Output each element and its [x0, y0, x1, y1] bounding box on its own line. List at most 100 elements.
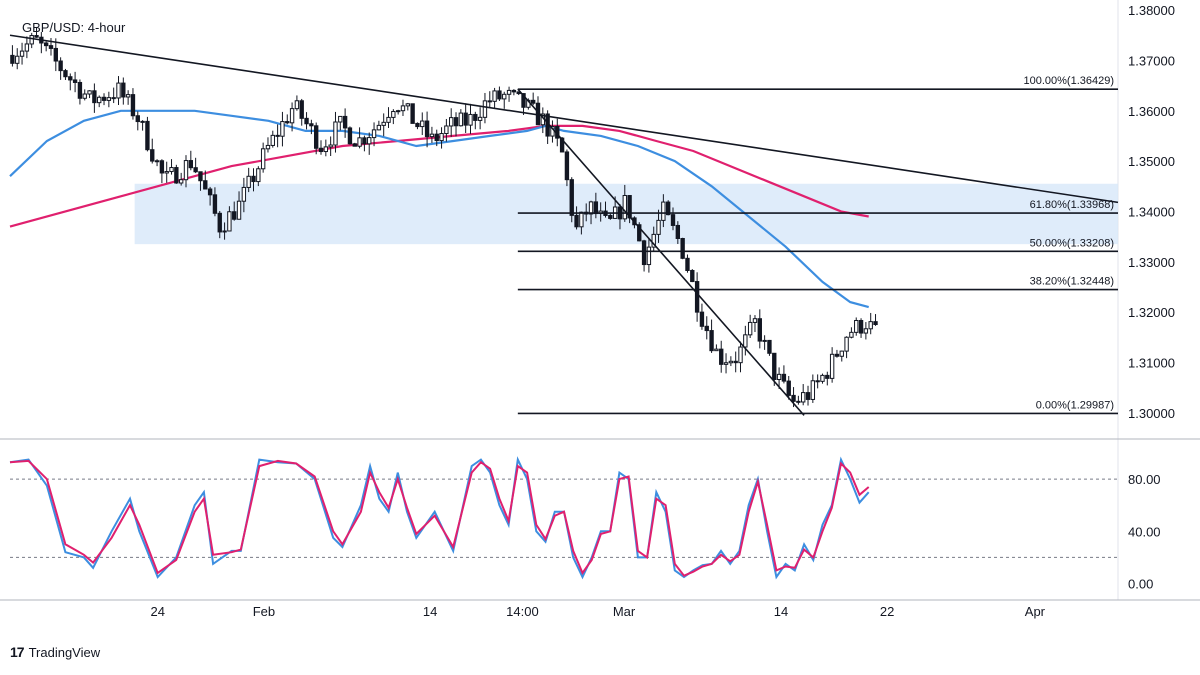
candle-body — [121, 82, 126, 98]
moving-average-fast — [9, 109, 869, 309]
candle-body — [738, 346, 743, 364]
time-axis-tick: 22 — [880, 604, 894, 619]
candle-body — [690, 269, 695, 283]
candle-body — [834, 353, 840, 357]
candle-body — [815, 380, 820, 383]
candle-body — [58, 60, 63, 72]
tradingview-logo-text: TradingView — [28, 644, 101, 660]
candle-body — [473, 113, 478, 121]
price-axis-tick: 1.34000 — [1128, 204, 1175, 219]
candle-body — [752, 318, 758, 323]
candle-body — [714, 348, 719, 352]
candle-body — [646, 246, 652, 266]
candle-body — [651, 233, 656, 248]
candle-body — [29, 35, 34, 45]
candle-body — [439, 133, 444, 142]
candle-body — [111, 97, 116, 100]
candle-body — [313, 125, 319, 149]
candle-body — [174, 167, 179, 184]
candle-body — [458, 112, 464, 127]
candle-body — [227, 211, 232, 232]
candle-body — [747, 321, 753, 336]
candle-body — [762, 339, 767, 342]
time-axis-tick: Apr — [1025, 604, 1046, 619]
candle-body — [810, 380, 816, 400]
candle-body — [391, 110, 396, 118]
candle-body — [530, 99, 536, 104]
candle-body — [333, 121, 338, 146]
candle-body — [420, 120, 425, 128]
candle-body — [463, 112, 468, 126]
candle-body — [77, 81, 83, 99]
candle-body — [680, 237, 685, 259]
candle-body — [140, 120, 145, 123]
stoch-k-line — [9, 456, 870, 580]
candle-body — [265, 144, 271, 150]
candle-body — [588, 201, 594, 215]
candle-body — [217, 212, 222, 233]
candle-body — [294, 100, 300, 110]
candle-body — [781, 373, 787, 382]
candle-body — [116, 82, 121, 99]
candle-body — [564, 151, 570, 181]
candle-body — [285, 121, 290, 124]
price-axis-tick: 1.37000 — [1128, 53, 1175, 68]
candle-body — [323, 146, 329, 153]
candle-body — [135, 115, 140, 123]
candle-body — [246, 175, 251, 188]
candle-body — [559, 137, 565, 153]
candle-body — [43, 42, 49, 47]
candle-body — [786, 380, 791, 396]
candle-body — [318, 147, 324, 153]
candle-body — [569, 179, 574, 216]
candle-body — [743, 334, 748, 348]
candle-body — [125, 94, 131, 98]
stoch-d-line — [9, 459, 870, 577]
candle-body — [193, 167, 198, 173]
candle-body — [502, 93, 507, 100]
candle-body — [709, 330, 714, 352]
candle-body — [357, 137, 362, 147]
candle-body — [48, 45, 54, 49]
candle-body — [593, 201, 599, 215]
candle-body — [434, 133, 439, 142]
candle-body — [661, 201, 666, 221]
candle-body — [362, 137, 367, 145]
candle-body — [449, 117, 454, 127]
candle-body — [820, 374, 825, 382]
candle-body — [829, 353, 835, 379]
candle-body — [805, 392, 811, 400]
drop-trendline[interactable] — [517, 88, 805, 416]
candle-body — [101, 96, 107, 101]
candle-body — [424, 120, 430, 138]
candle-body — [704, 325, 709, 332]
time-axis-tick: Mar — [613, 604, 636, 619]
time-axis-tick: 14 — [423, 604, 437, 619]
price-axis-tick: 1.35000 — [1128, 154, 1175, 169]
candle-body — [665, 201, 671, 216]
candle-body — [87, 90, 92, 95]
candle-body — [796, 400, 801, 403]
candle-body — [304, 117, 309, 125]
time-axis-tick: 14 — [774, 604, 788, 619]
candle-body — [97, 96, 102, 104]
candle-body — [72, 79, 78, 83]
candle-body — [497, 90, 502, 100]
candle-body — [873, 321, 878, 326]
candle-body — [858, 319, 864, 334]
candle-body — [256, 168, 261, 183]
candle-body — [410, 103, 415, 124]
candle-body — [10, 54, 15, 64]
candle-body — [53, 47, 58, 62]
candle-body — [309, 123, 314, 127]
candle-body — [68, 76, 73, 81]
price-axis-tick: 1.36000 — [1128, 104, 1175, 119]
descending-trendline[interactable] — [9, 34, 1119, 204]
candle-body — [150, 149, 155, 162]
candle-body — [487, 100, 492, 103]
candle-body — [328, 144, 333, 148]
candle-body — [342, 115, 348, 129]
price-axis-tick: 1.30000 — [1128, 406, 1175, 421]
fib-level-label: 50.00%(1.33208) — [1030, 237, 1114, 249]
